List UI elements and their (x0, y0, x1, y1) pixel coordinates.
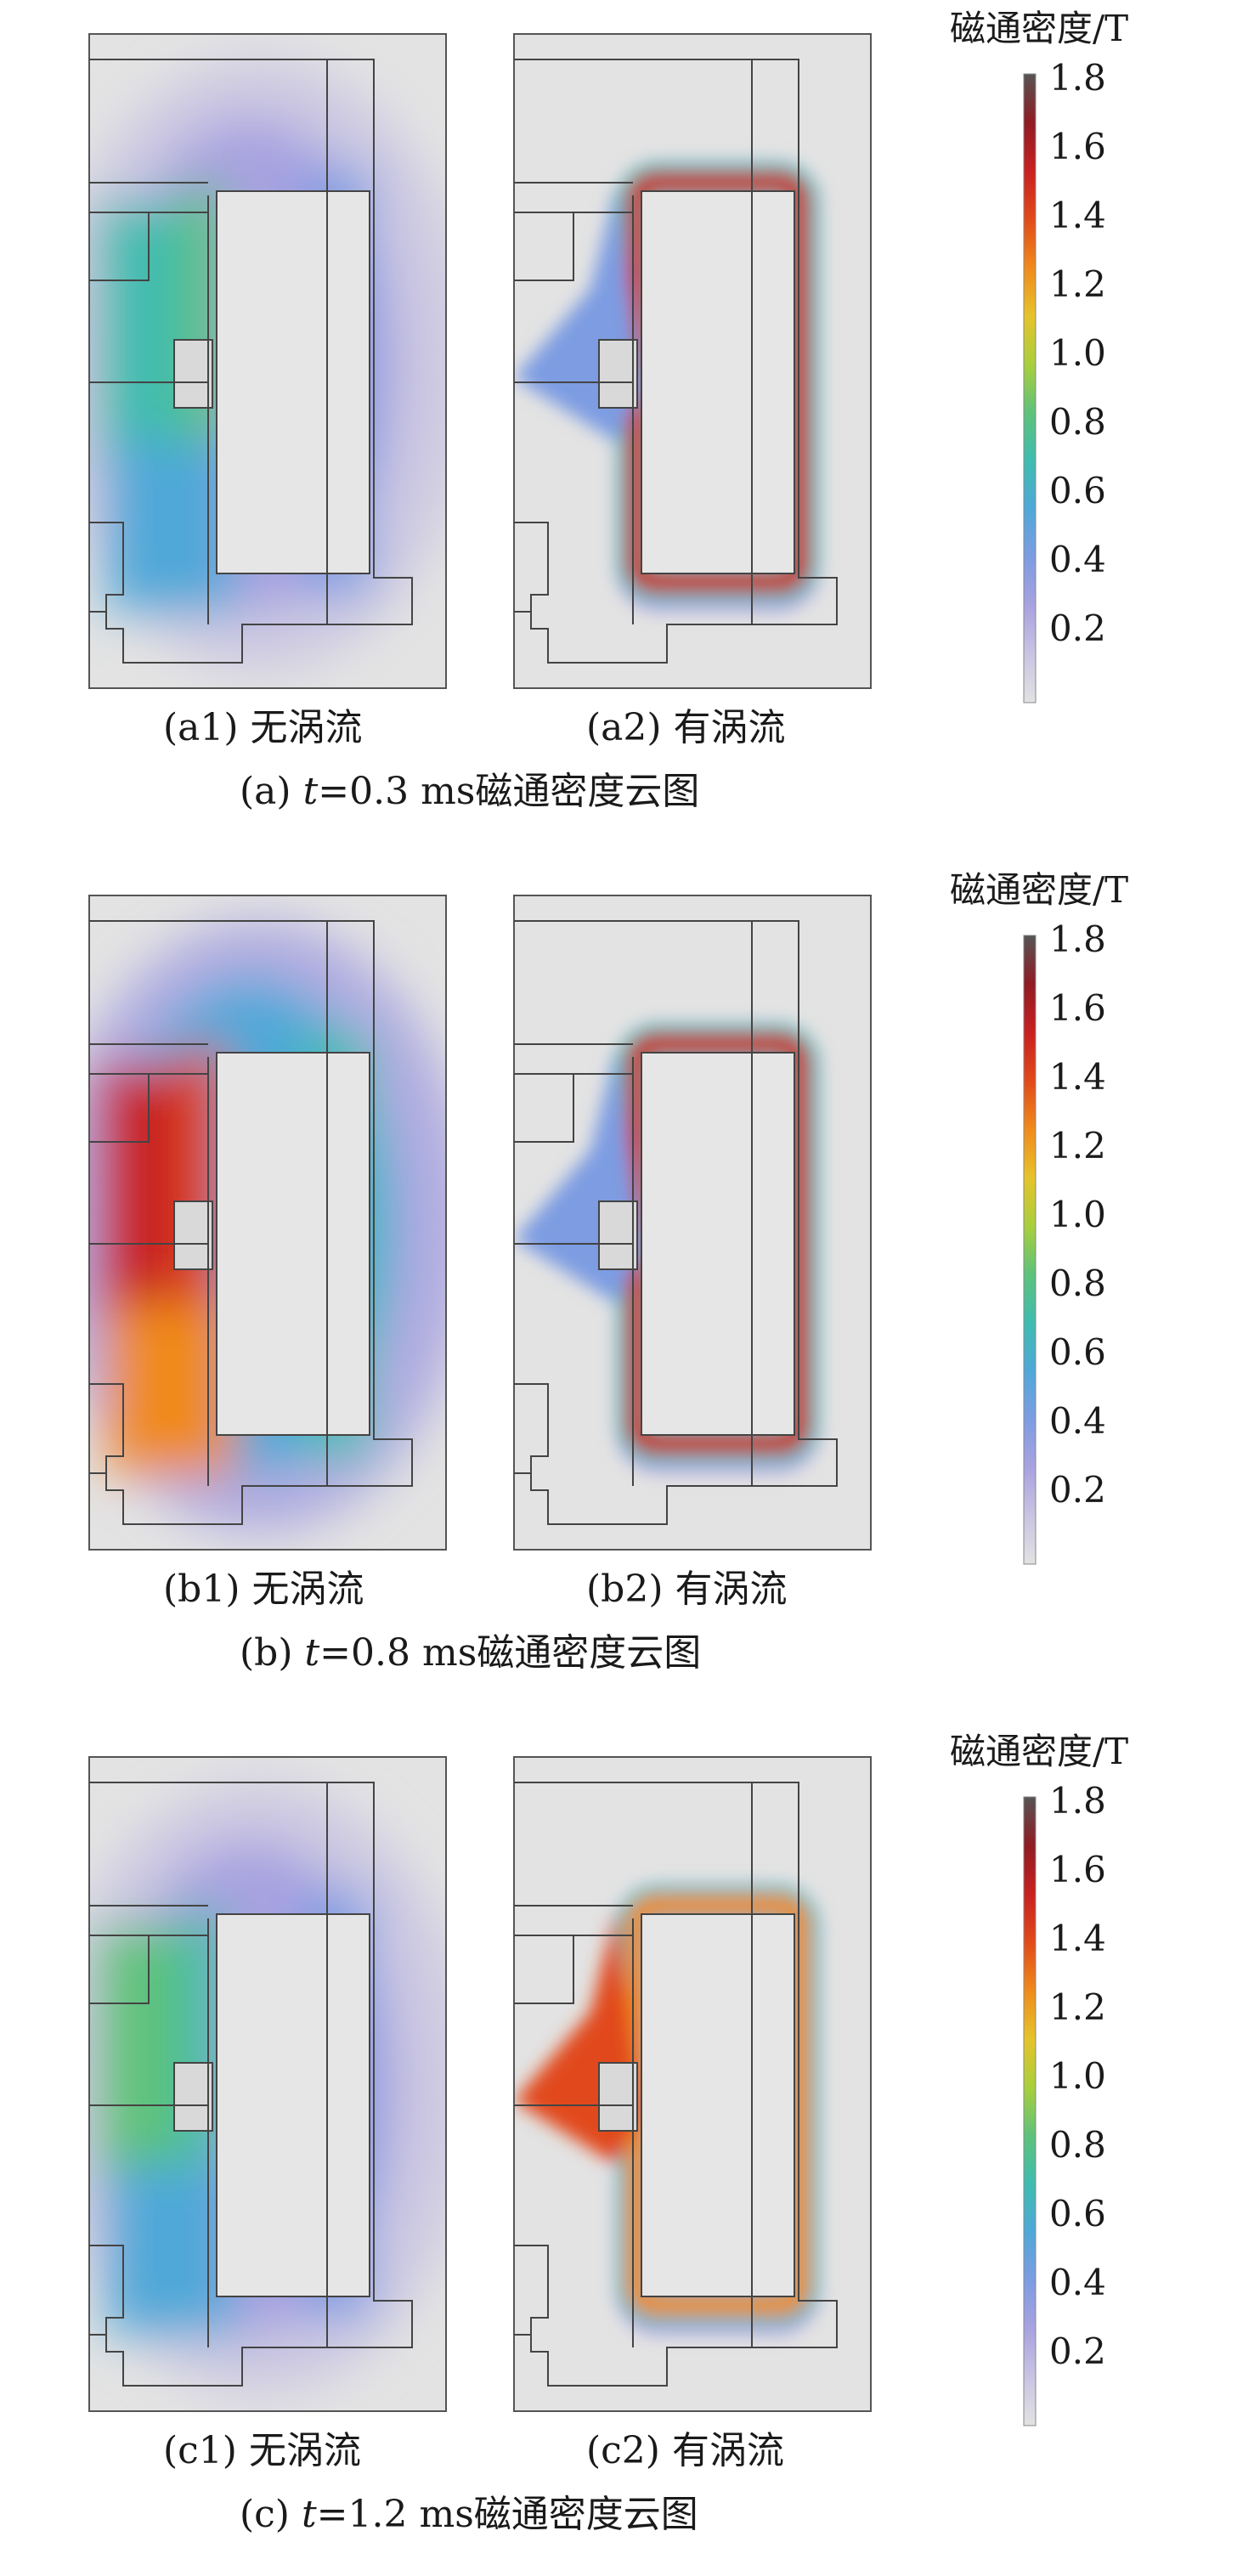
subfigure-label-no-eddy: (b1) 无涡流 (163, 1568, 364, 1611)
colorbar-tick-label: 1.0 (1049, 2055, 1106, 2097)
subfigure-label-with-eddy: (a2) 有涡流 (586, 706, 786, 749)
yes-domain-1 (513, 895, 872, 1551)
colorbar-tick-label: 0.4 (1049, 539, 1106, 580)
caption-suffix: =0.3 ms磁通密度云图 (318, 770, 700, 813)
colorbar-tick-label: 0.8 (1049, 2124, 1106, 2166)
colorbar (1023, 935, 1037, 1565)
colorbar-tick-label: 1.0 (1049, 1194, 1106, 1235)
caption-prefix: (c) (240, 2493, 302, 2536)
group-caption: (a) t=0.3 ms磁通密度云图 (240, 760, 699, 815)
caption-time-variable: t (304, 1631, 320, 1675)
colorbar-tick-label: 0.2 (1049, 2330, 1106, 2372)
colorbar-tick-label: 1.6 (1049, 126, 1106, 167)
caption-time-variable: t (301, 2493, 317, 2536)
colorbar-tick-label: 1.8 (1049, 918, 1106, 960)
colorbar-tick-label: 1.2 (1049, 263, 1106, 305)
colorbar-tick-label: 1.6 (1049, 987, 1106, 1029)
group-caption: (b) t=0.8 ms磁通密度云图 (240, 1622, 701, 1676)
caption-prefix: (a) (240, 770, 303, 813)
colorbar-tick-label: 0.8 (1049, 401, 1106, 443)
yes-domain-0 (513, 33, 872, 689)
panel-group-c (88, 1756, 1037, 2426)
colorbar-tick-label: 1.2 (1049, 1986, 1106, 2028)
panel-group-b (88, 895, 1037, 1565)
colorbar (1023, 1796, 1037, 2426)
colorbar-title: 磁通密度/T (950, 1731, 1129, 1772)
colorbar (1023, 73, 1037, 703)
colorbar-tick-label: 0.2 (1049, 1469, 1106, 1511)
colorbar-tick-label: 0.2 (1049, 607, 1106, 649)
colorbar-tick-label: 1.8 (1049, 1780, 1106, 1822)
subfigure-label-no-eddy: (a1) 无涡流 (163, 706, 363, 749)
subfigure-label-with-eddy: (b2) 有涡流 (586, 1568, 788, 1611)
caption-suffix: =0.8 ms磁通密度云图 (319, 1631, 702, 1675)
colorbar-tick-label: 0.6 (1049, 1331, 1106, 1373)
panel-group-a (88, 33, 1037, 703)
colorbar-tick-label: 1.4 (1049, 1918, 1106, 1959)
colorbar-tick-label: 1.2 (1049, 1125, 1106, 1167)
subfigure-label-with-eddy: (c2) 有涡流 (586, 2429, 784, 2472)
group-caption: (c) t=1.2 ms磁通密度云图 (240, 2483, 698, 2538)
colorbar-tick-label: 1.4 (1049, 1056, 1106, 1098)
colorbar-tick-label: 1.4 (1049, 195, 1106, 236)
yes-domain-2 (513, 1756, 872, 2412)
caption-time-variable: t (302, 770, 319, 813)
no-domain-1 (88, 895, 447, 1551)
colorbar-tick-label: 0.8 (1049, 1263, 1106, 1304)
colorbar-title: 磁通密度/T (950, 869, 1129, 911)
subfigure-label-no-eddy: (c1) 无涡流 (163, 2429, 361, 2472)
colorbar-tick-label: 1.0 (1049, 332, 1106, 374)
caption-prefix: (b) (240, 1631, 305, 1675)
colorbar-title: 磁通密度/T (950, 8, 1129, 49)
colorbar-tick-label: 0.6 (1049, 470, 1106, 511)
colorbar-tick-label: 0.4 (1049, 1400, 1106, 1442)
colorbar-tick-label: 1.6 (1049, 1849, 1106, 1890)
colorbar-tick-label: 0.4 (1049, 2262, 1106, 2303)
no-domain-2 (88, 1756, 447, 2412)
no-domain-0 (88, 33, 447, 689)
caption-suffix: =1.2 ms磁通密度云图 (316, 2493, 698, 2536)
colorbar-tick-label: 1.8 (1049, 57, 1106, 99)
colorbar-tick-label: 0.6 (1049, 2193, 1106, 2234)
